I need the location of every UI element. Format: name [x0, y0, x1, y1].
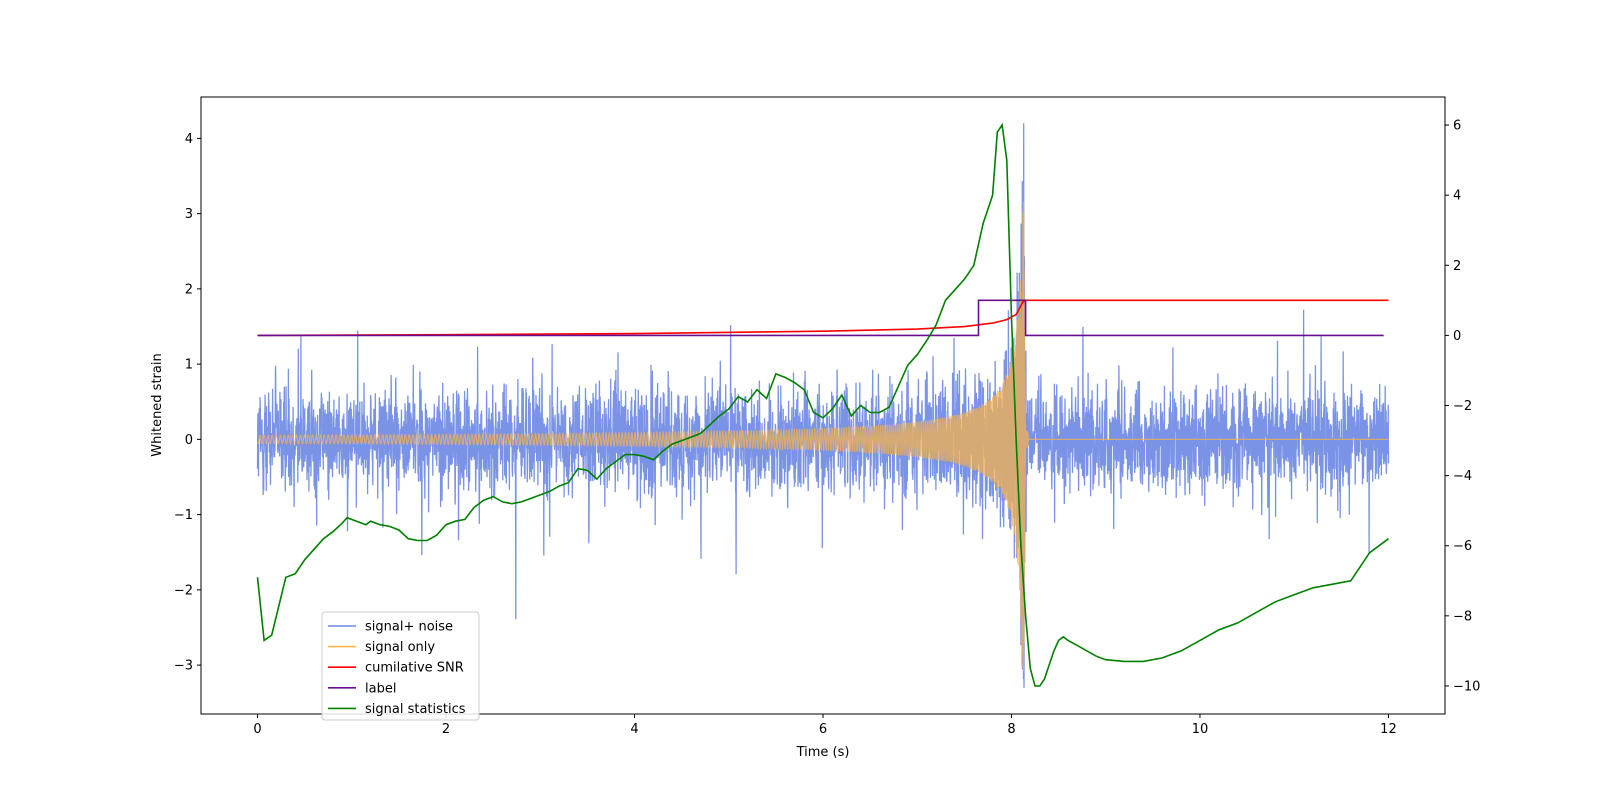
series-layer — [256, 122, 1390, 688]
x-tick-label: 4 — [630, 722, 638, 737]
y2-tick-label: −10 — [1453, 679, 1480, 694]
series-signal-only-line — [256, 201, 1389, 672]
y-tick-label: −1 — [174, 508, 193, 523]
y-tick-label: 1 — [185, 358, 193, 373]
y-tick-label: 0 — [185, 433, 193, 448]
legend-label: label — [365, 681, 396, 696]
x-axis-label: Time (s) — [796, 745, 850, 760]
y-tick-label: −2 — [174, 583, 193, 598]
y-tick-label: −3 — [174, 659, 193, 674]
y2-tick-label: −2 — [1453, 399, 1472, 414]
y2-tick-label: 0 — [1453, 329, 1461, 344]
y2-tick-label: 2 — [1453, 259, 1461, 274]
y2-tick-label: −4 — [1453, 469, 1472, 484]
y2-tick-label: −8 — [1453, 609, 1472, 624]
series-signal-noise-line — [256, 123, 1390, 688]
y-axis-left: −3 −2 −1 0 1 2 3 4 — [174, 132, 201, 674]
y-axis-right: −10 −8 −6 −4 −2 0 2 4 6 — [1445, 119, 1480, 694]
legend-box — [321, 611, 480, 721]
y-tick-label: 3 — [185, 207, 193, 222]
y-tick-label: 2 — [185, 282, 193, 297]
y2-tick-label: −6 — [1453, 539, 1472, 554]
x-tick-label: 10 — [1192, 722, 1209, 737]
x-tick-label: 8 — [1007, 722, 1015, 737]
y-tick-label: 4 — [185, 132, 193, 147]
series-label-line — [257, 299, 1384, 337]
legend-label: cumilative SNR — [365, 661, 464, 676]
legend: signal+ noise signal only cumilative SNR la… — [321, 611, 480, 721]
y-axis-label: Whitened strain — [150, 353, 165, 456]
legend-label: signal statistics — [365, 702, 466, 717]
series-cumulative-snr-line — [257, 299, 1389, 337]
series-signal-statistics-line — [256, 122, 1389, 687]
legend-label: signal+ noise — [365, 620, 453, 635]
x-tick-label: 12 — [1380, 722, 1397, 737]
x-tick-label: 2 — [442, 722, 450, 737]
y2-tick-label: 4 — [1453, 189, 1461, 204]
y2-tick-label: 6 — [1453, 119, 1461, 134]
legend-label: signal only — [365, 640, 435, 655]
x-tick-label: 6 — [819, 722, 827, 737]
x-tick-label: 0 — [253, 722, 261, 737]
